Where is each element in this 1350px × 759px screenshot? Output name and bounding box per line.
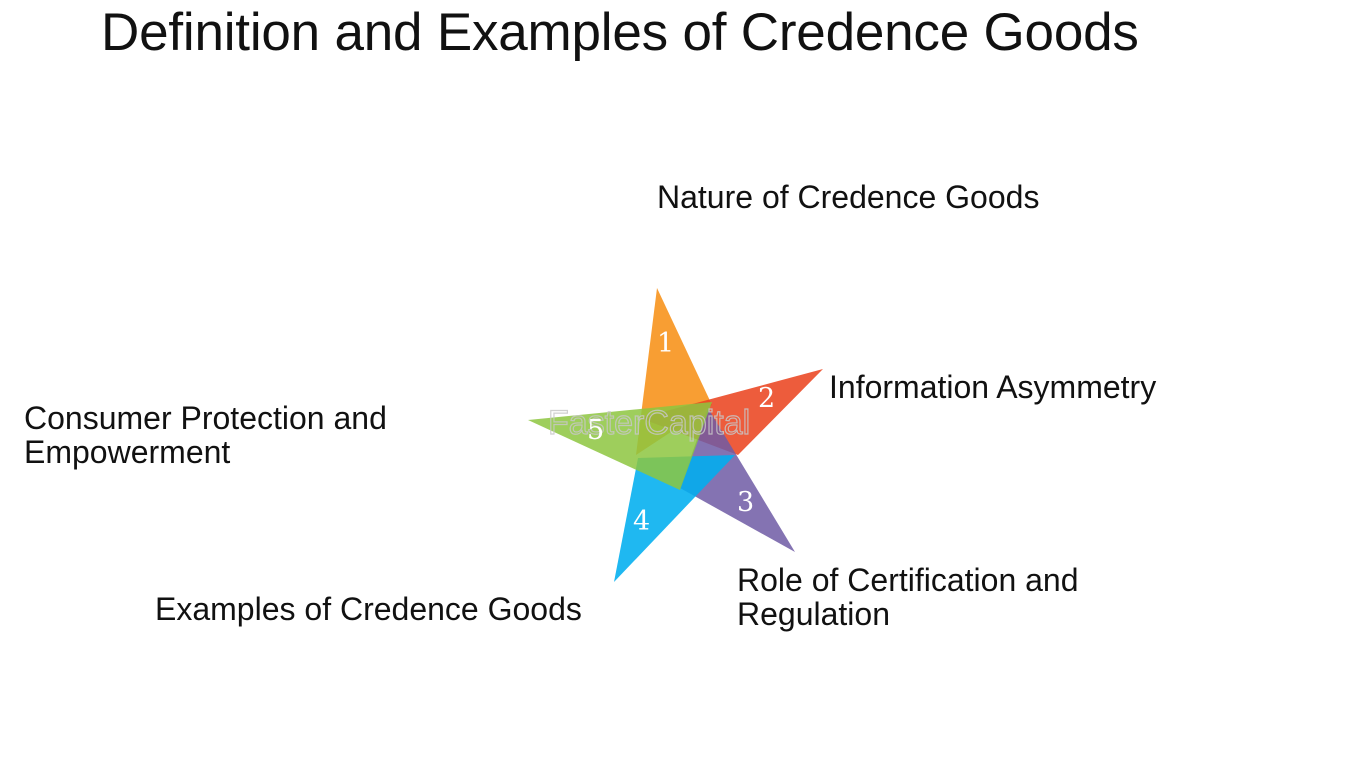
label-line: Examples of Credence Goods bbox=[155, 591, 582, 627]
star-point-3 bbox=[680, 408, 795, 552]
star-points bbox=[528, 288, 823, 582]
label-line: Consumer Protection and bbox=[24, 400, 387, 436]
label-line: Information Asymmetry bbox=[829, 369, 1157, 405]
label-examples-of-credence-goods: Examples of Credence Goods bbox=[155, 592, 582, 626]
star-point-4 bbox=[614, 455, 735, 582]
label-information-asymmetry: Information Asymmetry bbox=[829, 370, 1156, 404]
label-certification-regulation: Role of Certification and Regulation bbox=[737, 563, 1079, 631]
label-line: Empowerment bbox=[24, 434, 231, 470]
point-number-5: 5 bbox=[587, 415, 604, 446]
watermark-text: FasterCapital bbox=[548, 404, 750, 442]
label-line: Regulation bbox=[737, 596, 890, 632]
page-title: Definition and Examples of Credence Good… bbox=[101, 3, 1139, 62]
point-number-1: 1 bbox=[657, 328, 674, 359]
star-point-5 bbox=[528, 402, 712, 490]
point-number-4: 4 bbox=[633, 506, 650, 537]
label-line: Role of Certification and bbox=[737, 562, 1079, 598]
label-line: Nature of Credence Goods bbox=[657, 179, 1040, 215]
point-number-3: 3 bbox=[737, 487, 754, 518]
point-number-2: 2 bbox=[758, 383, 775, 414]
label-nature-of-credence-goods: Nature of Credence Goods bbox=[657, 180, 1039, 214]
label-consumer-protection: Consumer Protection and Empowerment bbox=[24, 401, 387, 469]
